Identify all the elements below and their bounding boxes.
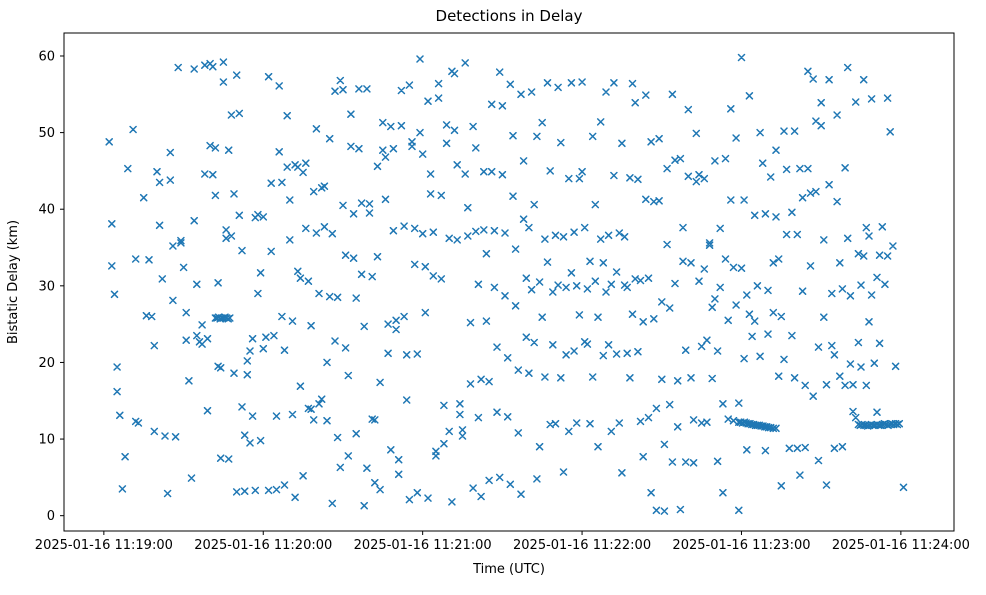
y-axis-label: Bistatic Delay (km) [6,220,21,344]
x-tick-label: 2025-01-16 11:24:00 [832,538,970,553]
y-tick-label: 10 [38,433,55,448]
y-tick-label: 30 [38,279,55,294]
y-tick-label: 60 [38,49,55,64]
y-tick-label: 50 [38,126,55,141]
x-tick-label: 2025-01-16 11:19:00 [35,538,173,553]
y-tick-label: 0 [47,509,55,524]
x-tick-label: 2025-01-16 11:20:00 [194,538,332,553]
x-tick-label: 2025-01-16 11:22:00 [513,538,651,553]
x-tick-label: 2025-01-16 11:21:00 [354,538,492,553]
y-tick-label: 40 [38,203,55,218]
axes-frame [63,32,955,532]
chart-title: Detections in Delay [436,7,583,25]
x-tick-label: 2025-01-16 11:23:00 [672,538,810,553]
y-tick-label: 20 [38,356,55,371]
x-axis-label: Time (UTC) [472,562,545,577]
scatter-series [105,53,908,515]
